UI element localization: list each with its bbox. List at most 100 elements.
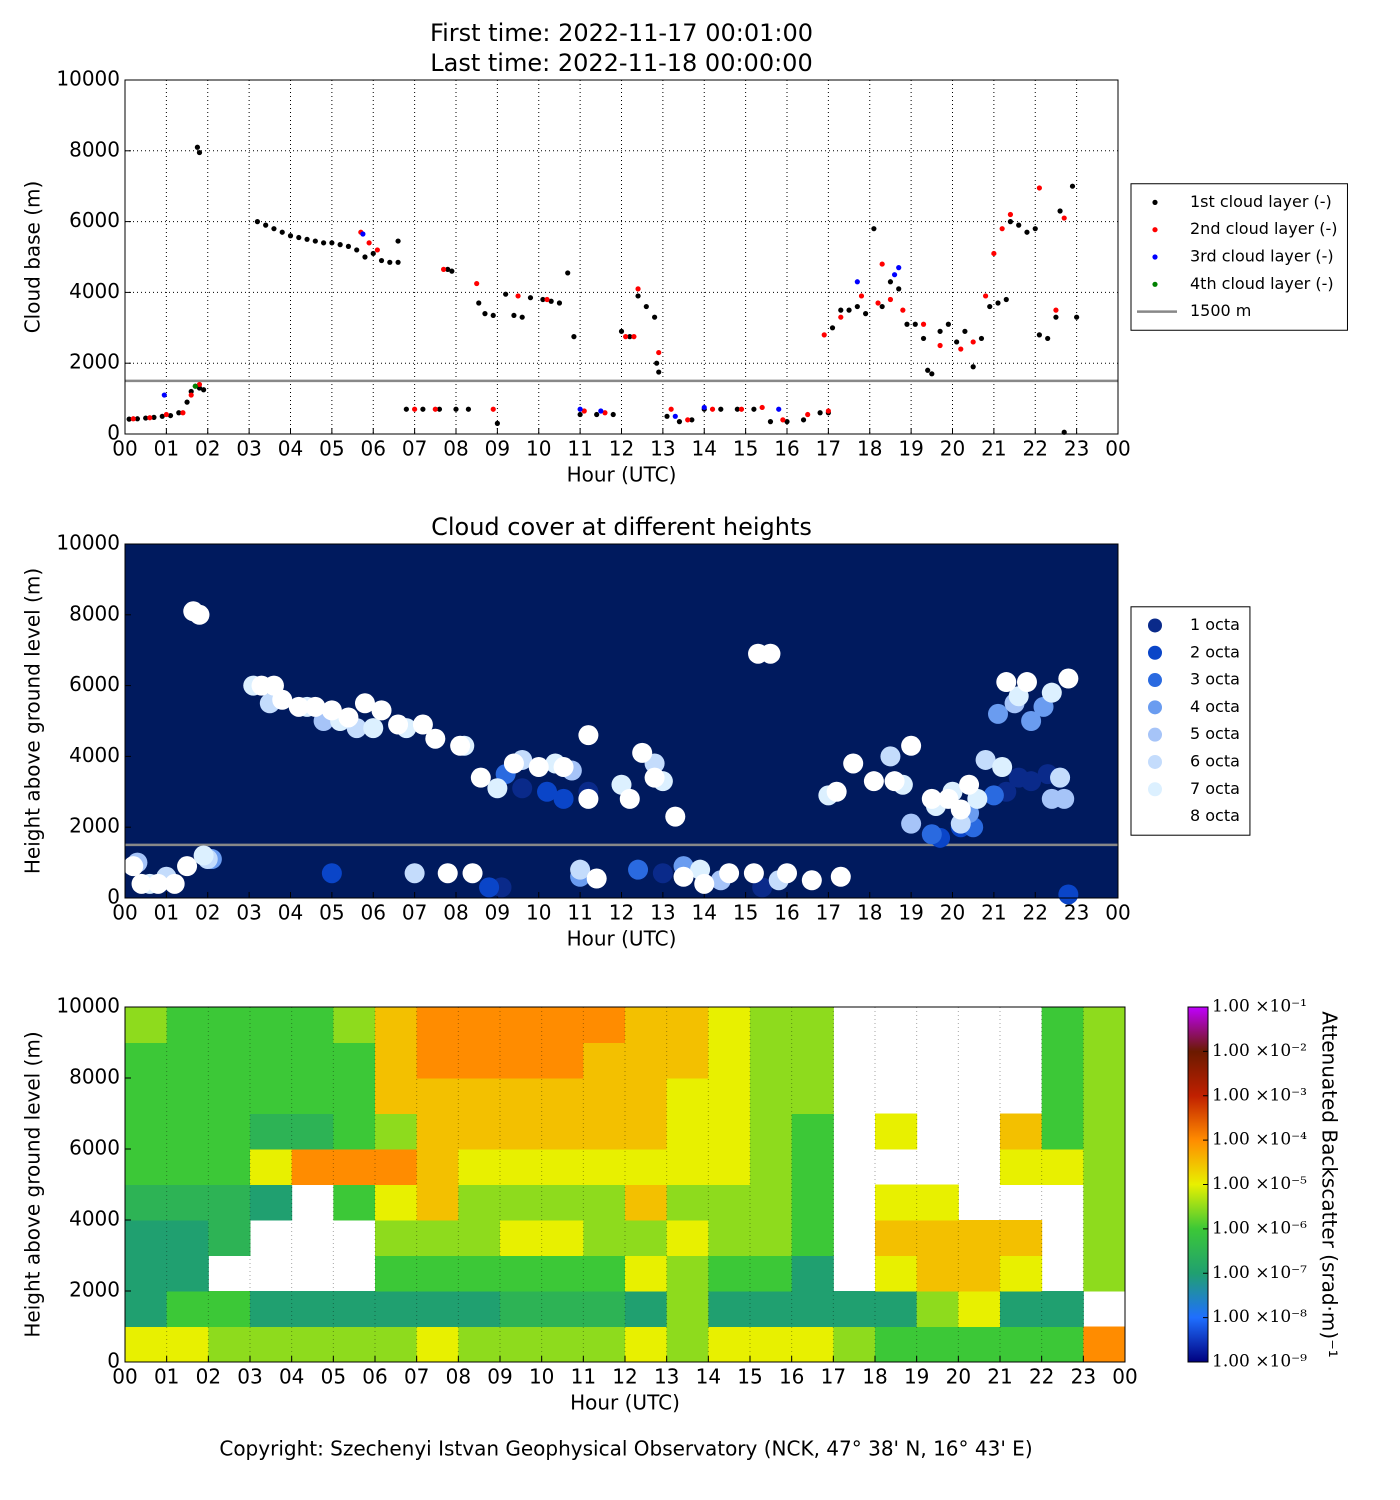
point (437, 863, 458, 884)
heat-cell (291, 1149, 334, 1185)
point (159, 413, 165, 419)
heat-cell (416, 1042, 459, 1079)
point (937, 342, 943, 349)
x-tick-label: 22 (1023, 901, 1048, 925)
point (321, 863, 342, 884)
point (805, 411, 811, 418)
x-tick-label: 15 (733, 437, 758, 461)
heat-cell (458, 1255, 501, 1292)
point (992, 757, 1013, 778)
heat-cell (333, 1042, 376, 1079)
point (689, 417, 695, 423)
point (511, 312, 517, 319)
y-tick-label: 0 (107, 885, 120, 909)
x-tick-label: 19 (898, 437, 923, 461)
heat-cell (583, 1113, 626, 1150)
heat-cell (208, 1042, 251, 1079)
heat-cell (625, 1078, 668, 1114)
point (602, 410, 608, 416)
point (148, 873, 169, 894)
plot-frame (124, 1006, 1126, 1363)
point (586, 868, 607, 889)
heat-cell (333, 1007, 376, 1043)
point (279, 229, 285, 235)
y-tick-label: 8000 (69, 1065, 120, 1089)
heat-cell (500, 1078, 543, 1114)
point (476, 300, 482, 306)
x-tick-label: 16 (774, 437, 799, 461)
point (672, 413, 678, 419)
x-tick-label: 07 (404, 1365, 429, 1389)
heat-cell (583, 1149, 626, 1185)
point (896, 286, 902, 292)
point (1016, 222, 1022, 228)
point (164, 873, 185, 894)
point (598, 408, 604, 414)
point (490, 406, 496, 412)
heat-cell (208, 1113, 251, 1150)
heat-cell (1000, 1113, 1043, 1150)
point (995, 300, 1001, 306)
point (366, 240, 372, 246)
heat-cell (500, 1007, 543, 1043)
heat-cell (166, 1326, 209, 1363)
point (1057, 208, 1063, 214)
point (1058, 668, 1079, 689)
point (999, 226, 1005, 232)
point (482, 311, 488, 317)
legend-label: 5 octa (1190, 724, 1240, 743)
heat-cell (250, 1113, 293, 1150)
x-tick-label: 12 (609, 901, 634, 925)
x-tick-label: 00 (1112, 1365, 1137, 1389)
point (474, 280, 480, 287)
y-tick-label: 4000 (69, 1207, 120, 1231)
x-tick-label: 13 (654, 1365, 679, 1389)
point (254, 219, 260, 225)
point (826, 781, 847, 802)
point (801, 870, 822, 891)
point (751, 406, 757, 412)
x-tick-label: 23 (1064, 437, 1089, 461)
heat-cell (250, 1184, 293, 1221)
point (665, 806, 686, 827)
heat-cell (708, 1220, 751, 1256)
heat-cell (708, 1007, 751, 1043)
heat-cell (333, 1184, 376, 1221)
heat-cell (166, 1078, 209, 1114)
heat-cell (791, 1220, 834, 1256)
heat-cell (750, 1291, 793, 1327)
point (194, 144, 201, 150)
point (537, 781, 558, 802)
y-tick-label: 2000 (69, 814, 120, 838)
x-tick-label: 10 (526, 437, 551, 461)
point (631, 334, 637, 340)
point (450, 735, 471, 756)
heat-cell (291, 1042, 334, 1079)
x-tick-label: 18 (857, 437, 882, 461)
point (462, 863, 483, 884)
legend-marker (1148, 673, 1162, 688)
heat-cell (791, 1007, 834, 1043)
heat-cell (458, 1149, 501, 1185)
point (950, 799, 971, 820)
point (556, 300, 563, 306)
point (1021, 711, 1042, 731)
x-tick-label: 00 (112, 437, 137, 461)
point (838, 314, 844, 320)
heat-cell (500, 1149, 543, 1185)
heat-cell (791, 1078, 834, 1114)
legend-label: 7 octa (1190, 779, 1240, 798)
point (1016, 672, 1037, 693)
point (937, 328, 943, 334)
heat-cell (1000, 1255, 1043, 1292)
heat-cell (916, 1184, 959, 1221)
heat-cell (1083, 1220, 1126, 1256)
x-tick-label: 00 (1105, 437, 1130, 461)
legend-marker (1148, 700, 1162, 715)
heat-cell (416, 1291, 459, 1327)
point (1074, 314, 1080, 320)
point (312, 238, 318, 244)
heat-cell (541, 1326, 584, 1363)
point (453, 406, 459, 412)
legend-marker (1148, 754, 1162, 769)
